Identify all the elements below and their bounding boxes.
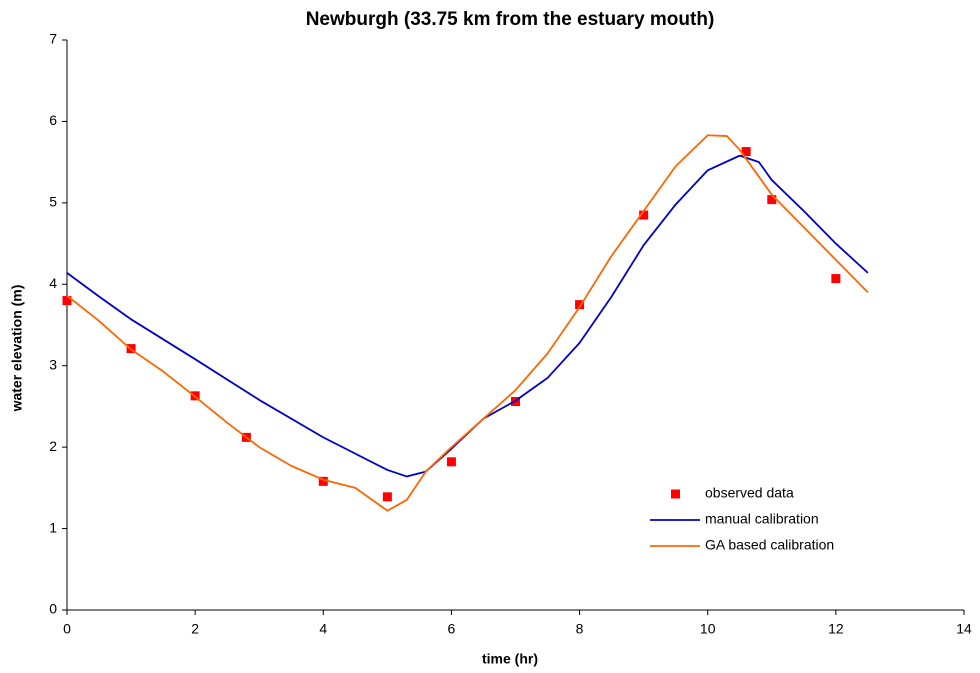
data-point [639,210,649,220]
y-tick-label: 1 [49,519,57,535]
y-tick-label: 0 [49,601,57,617]
series-line [66,154,869,478]
legend-marker [671,489,680,499]
chart-title: Newburgh (33.75 km from the estuary mout… [306,9,715,30]
x-tick-label: 12 [828,621,844,637]
data-point [446,457,456,467]
y-axis-label: water elevation (m) [9,285,25,413]
y-tick-label: 7 [49,31,57,47]
x-tick-label: 14 [956,621,972,637]
y-tick-label: 5 [49,194,57,210]
x-tick-label: 2 [191,621,199,637]
data-point [741,147,751,157]
data-point [318,476,328,486]
data-point [575,300,585,310]
data-point [767,195,777,205]
x-tick-label: 4 [319,621,327,637]
y-tick-label: 3 [49,356,57,372]
x-axis-label: time (hr) [482,651,538,667]
x-tick-label: 6 [448,621,456,637]
x-tick-label: 0 [63,621,71,637]
y-tick-label: 2 [49,438,57,454]
data-point [831,274,841,284]
x-tick-label: 8 [576,621,584,637]
x-tick-label: 10 [700,621,716,637]
data-point [62,296,72,306]
y-tick-label: 4 [49,275,57,291]
legend-label: observed data [705,485,794,501]
legend-label: manual calibration [705,511,819,527]
legend-label: GA based calibration [705,537,834,553]
y-tick-label: 6 [49,112,57,128]
data-point [382,492,392,502]
series-line [66,134,869,512]
